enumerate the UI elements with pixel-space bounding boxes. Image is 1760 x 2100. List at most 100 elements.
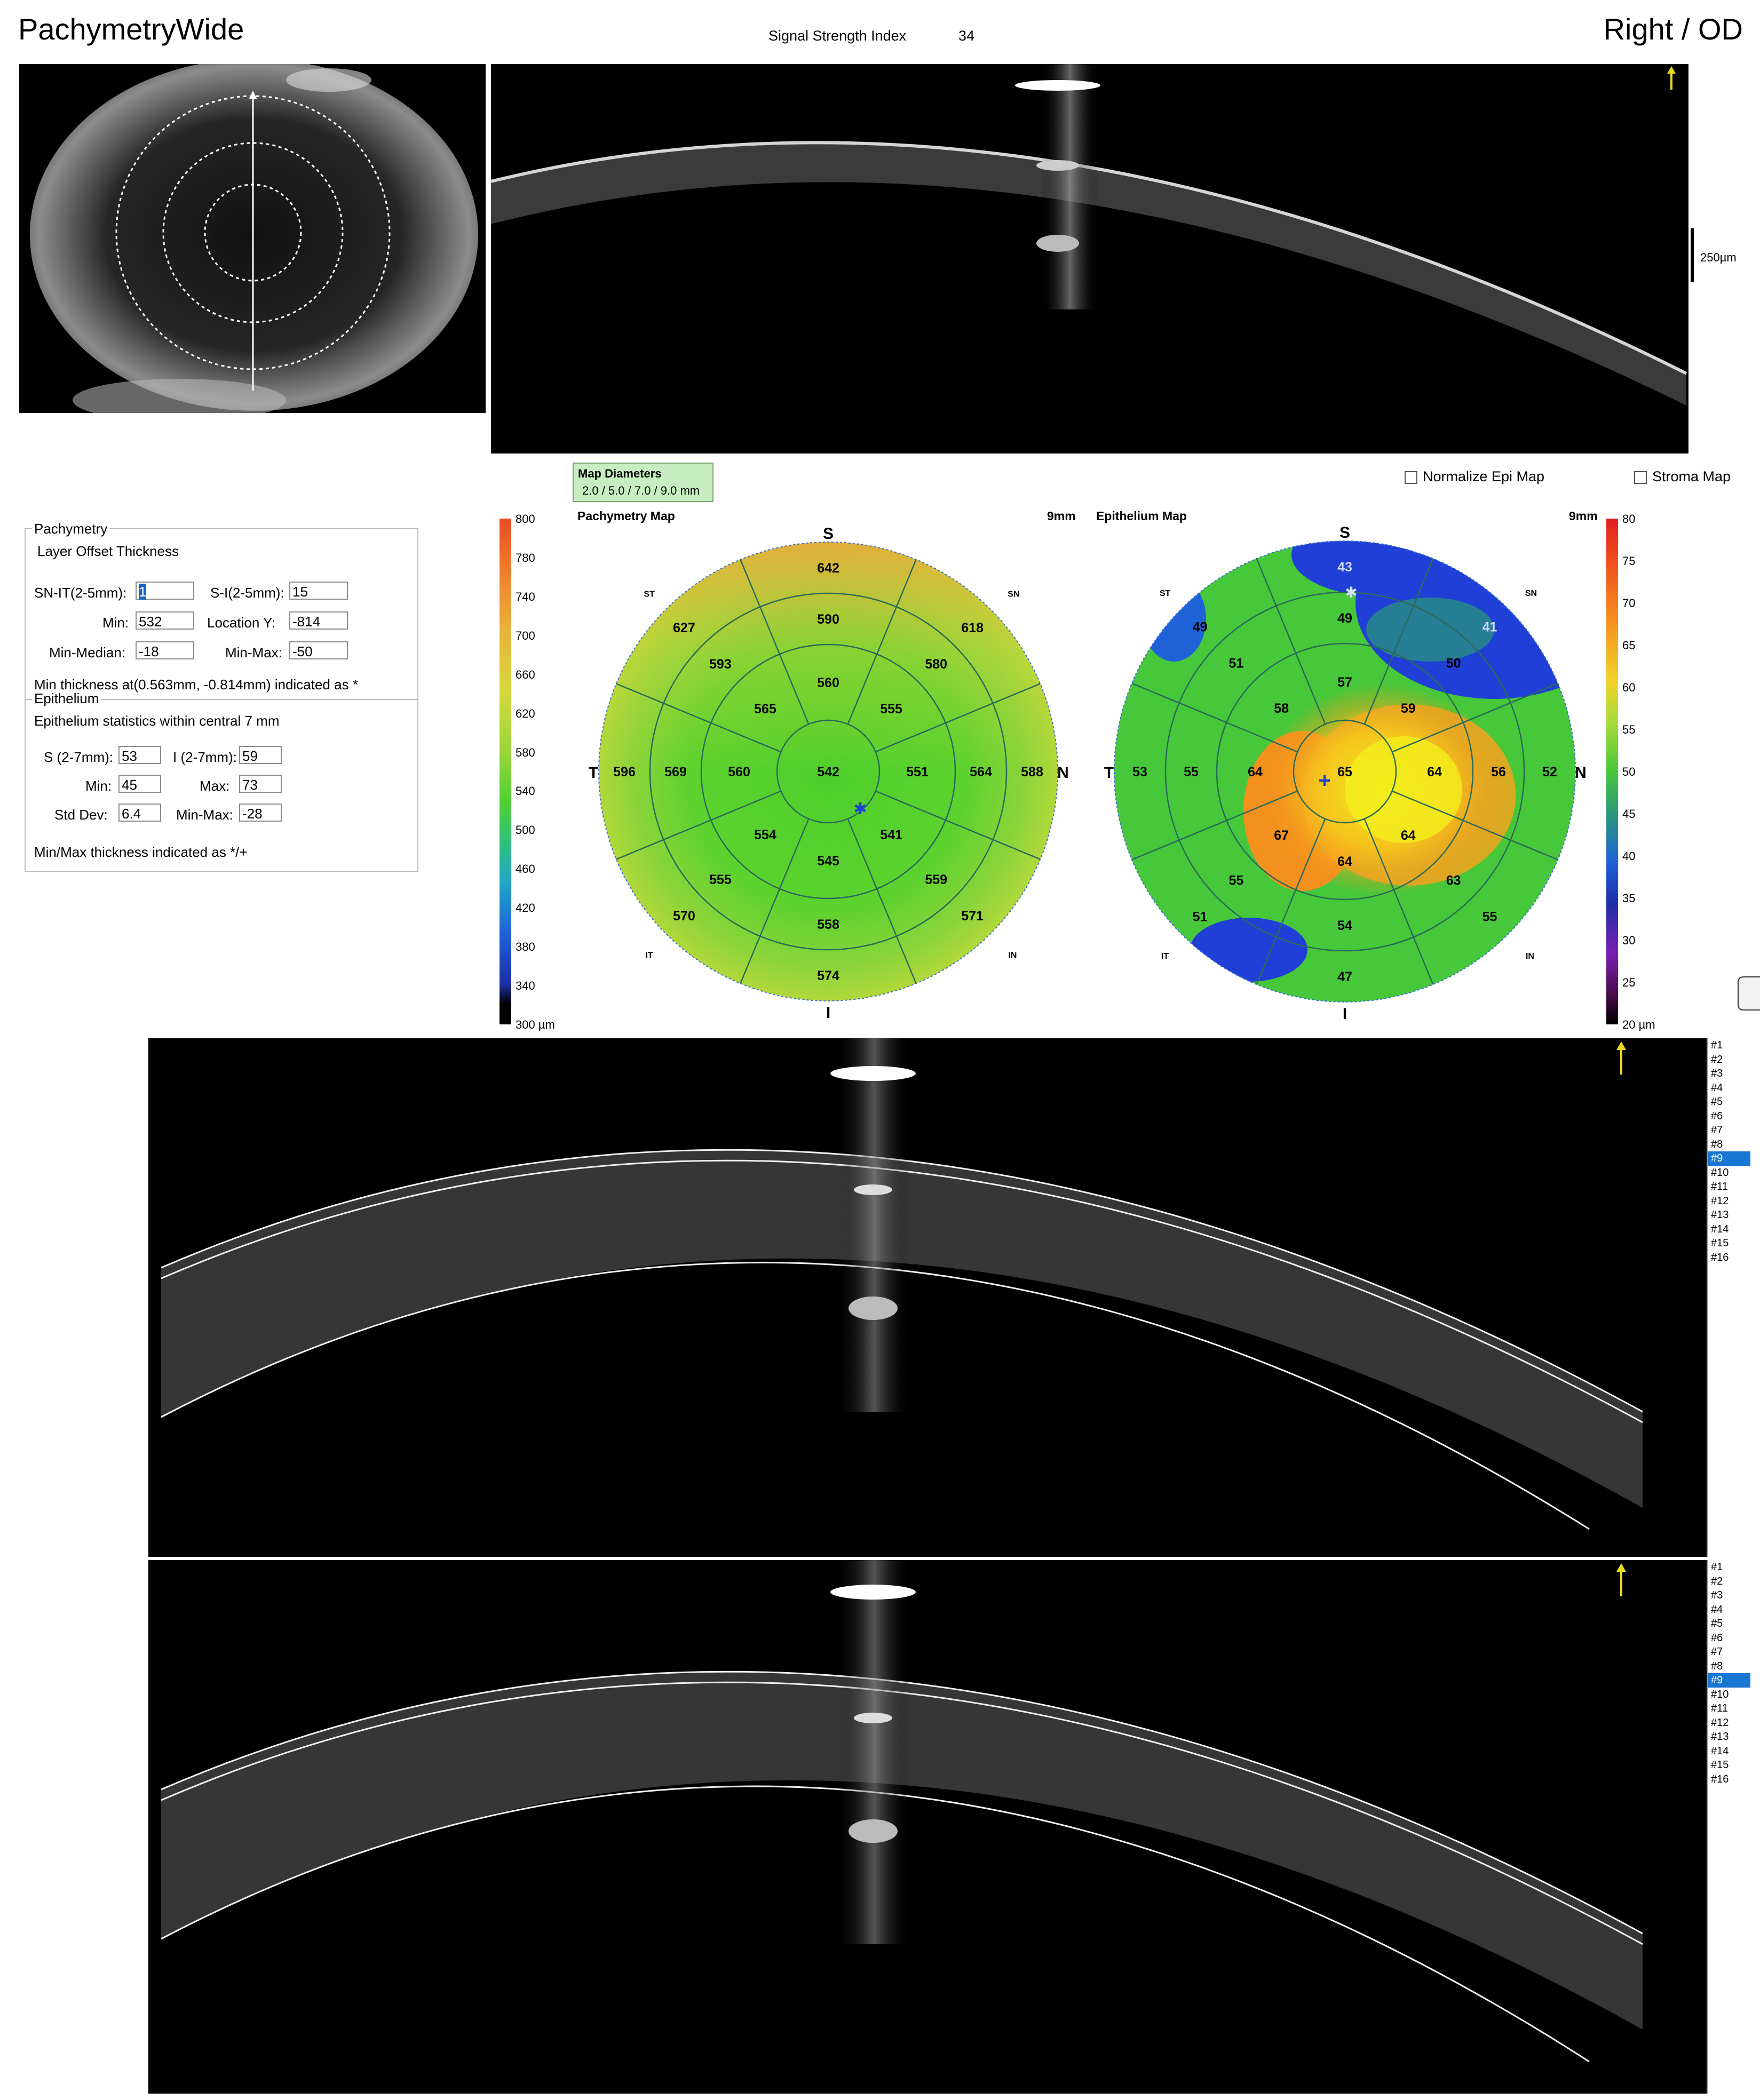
scan-list-item[interactable]: #11 (1711, 1703, 1728, 1714)
scan-list-item[interactable]: #5 (1711, 1618, 1723, 1629)
pachymetry-subheader: Layer Offset Thickness (37, 543, 179, 559)
normalize-epi-checkbox[interactable]: Normalize Epi Map (1405, 468, 1544, 485)
scale-tick-label: 25 (1622, 976, 1636, 989)
orient-it: IT (645, 951, 653, 960)
ring1-value: 67 (1274, 828, 1289, 843)
scan-list-item[interactable]: #15 (1711, 1759, 1729, 1771)
scale-tick-label: 300 µm (516, 1018, 555, 1031)
scan-list-item[interactable]: #12 (1711, 1195, 1729, 1207)
stroma-map-checkbox[interactable]: Stroma Map (1634, 468, 1731, 485)
scan-list-item[interactable]: #5 (1711, 1096, 1723, 1108)
scan-list-item[interactable]: #14 (1711, 1223, 1729, 1235)
sn-it-field[interactable]: 1 (136, 582, 194, 600)
ring2-value: 54 (1337, 918, 1352, 933)
orient-inferior: I (826, 1004, 830, 1022)
pachymetry-map-title: Pachymetry Map (577, 509, 675, 523)
bscan-2-drawing (161, 1560, 1643, 2063)
scan-list-item[interactable]: #12 (1711, 1716, 1729, 1729)
epithelium-color-scale (1606, 519, 1618, 1024)
location-y-field[interactable]: -814 (289, 611, 348, 630)
orient-inferior: I (1343, 1005, 1347, 1023)
scan-list-item[interactable]: #4 (1711, 1081, 1723, 1094)
scan-list-item[interactable]: #6 (1711, 1632, 1723, 1644)
min-max-label: Min-Max: (225, 645, 282, 661)
scan-list-item[interactable]: #6 (1711, 1110, 1723, 1122)
s-i-field[interactable]: 15 (289, 582, 348, 600)
scan-list-item[interactable]: #13 (1711, 1209, 1729, 1221)
scan-list-item[interactable]: #16 (1711, 1251, 1729, 1263)
epi-max-field[interactable]: 73 (239, 775, 282, 793)
scan-list-item[interactable]: #3 (1711, 1589, 1723, 1601)
scan-list-item[interactable]: #9 (1708, 1673, 1750, 1688)
map-diameters-values: 2.0 / 5.0 / 7.0 / 9.0 mm (582, 484, 700, 497)
center-value: 65 (1337, 765, 1352, 779)
ring3-value: 55 (1482, 910, 1497, 925)
scan-list-item[interactable]: #3 (1711, 1068, 1723, 1079)
min-median-label: Min-Median: (49, 645, 126, 661)
scan-list-item[interactable]: #15 (1711, 1237, 1729, 1249)
scan-list-item[interactable]: #16 (1711, 1773, 1729, 1785)
scan-list-item[interactable]: #2 (1711, 1575, 1723, 1587)
scan-list-item[interactable]: #11 (1711, 1181, 1728, 1192)
epi-minmax-label: Min-Max: (176, 807, 233, 823)
epi-std-field[interactable]: 6.4 (118, 804, 161, 822)
scan-list-item[interactable]: #1 (1711, 1039, 1723, 1051)
bscan-image-1[interactable] (148, 1038, 1707, 1557)
epi-s-field[interactable]: 53 (118, 746, 161, 764)
scan-list-item[interactable]: #10 (1711, 1166, 1729, 1179)
pachymetry-group-label: Pachymetry (32, 521, 110, 537)
scan-list-item[interactable]: #7 (1711, 1646, 1723, 1658)
orient-in: IN (1526, 952, 1534, 961)
min-thickness-note: Min thickness at(0.563mm, -0.814mm) indi… (34, 677, 358, 693)
ring1-value: 545 (817, 854, 839, 869)
scan-list-item[interactable]: #8 (1711, 1138, 1723, 1150)
top-bscan-drawing (491, 64, 1687, 405)
top-bscan-image[interactable] (491, 64, 1688, 454)
en-face-image[interactable] (19, 64, 486, 413)
scale-tick-label: 340 (516, 979, 535, 993)
scan-list-item[interactable]: #8 (1711, 1660, 1723, 1672)
sector-line (1256, 558, 1326, 725)
bscan-image-2[interactable] (148, 1560, 1707, 2094)
map-diameters-box[interactable]: Map Diameters 2.0 / 5.0 / 7.0 / 9.0 mm (573, 463, 713, 502)
scan-list-item[interactable]: #13 (1711, 1731, 1729, 1743)
min-field[interactable]: 532 (136, 611, 194, 630)
scale-tick-label: 45 (1622, 807, 1636, 821)
ring1-value: 560 (728, 765, 750, 779)
scan-list-item[interactable]: #9 (1708, 1151, 1750, 1166)
scan-list-item[interactable]: #4 (1711, 1603, 1723, 1616)
min-median-field[interactable]: -18 (136, 641, 194, 659)
pachymetry-map-size: 9mm (1047, 509, 1076, 523)
ring3-value: 47 (1337, 969, 1352, 984)
scale-tick-label: 620 (516, 706, 535, 720)
min-max-field[interactable]: -50 (289, 641, 348, 659)
ring2-value: 49 (1337, 611, 1352, 626)
epi-minmax-field[interactable]: -28 (239, 804, 282, 822)
ring2-value: 50 (1446, 656, 1461, 671)
sector-line (1392, 790, 1558, 861)
sector-line (616, 790, 781, 860)
scale-tick-label: 660 (516, 667, 535, 681)
side-tab-button[interactable] (1738, 976, 1760, 1011)
scan-list-item[interactable]: #1 (1711, 1561, 1723, 1573)
scale-tick-label: 80 (1622, 512, 1636, 526)
epi-std-label: Std Dev: (54, 807, 108, 823)
ring3-value: 51 (1193, 910, 1208, 925)
scan-list-item[interactable]: #14 (1711, 1745, 1729, 1757)
scan-list-2[interactable]: #1 #2 #3 #4 #5 #6 #7 #8 #9 #10 #11 #12 #13 #14 #15 #16 (1707, 1560, 1750, 2094)
signal-strength-label: Signal Strength Index (768, 28, 907, 44)
ring1-value: 555 (880, 702, 902, 717)
epi-min-field[interactable]: 45 (118, 775, 161, 793)
scan-list-item[interactable]: #2 (1711, 1053, 1723, 1065)
ring2-value: 580 (925, 657, 947, 672)
scan-list-item[interactable]: #7 (1711, 1124, 1723, 1136)
sector-line (740, 559, 810, 725)
orient-temporal: T (589, 764, 598, 782)
pachymetry-map[interactable]: 542 560 555 551 541 545 554 560 565 590 580 564 559 5… (576, 512, 1089, 1035)
epi-i-field[interactable]: 59 (239, 746, 282, 764)
scan-list-item[interactable]: #10 (1711, 1688, 1729, 1700)
scan-list-1[interactable]: #1 #2 #3 #4 #5 #6 #7 #8 #9 #10 #11 #12 #13 #14 #15 #16 (1707, 1038, 1750, 1557)
ring3-value: 41 (1482, 620, 1497, 635)
ring3-value: 596 (613, 765, 636, 779)
epithelium-map[interactable]: 65 57 59 64 64 64 67 64 58 49 50 56 63 54 55 55 51 43 41 52… (1089, 512, 1601, 1035)
